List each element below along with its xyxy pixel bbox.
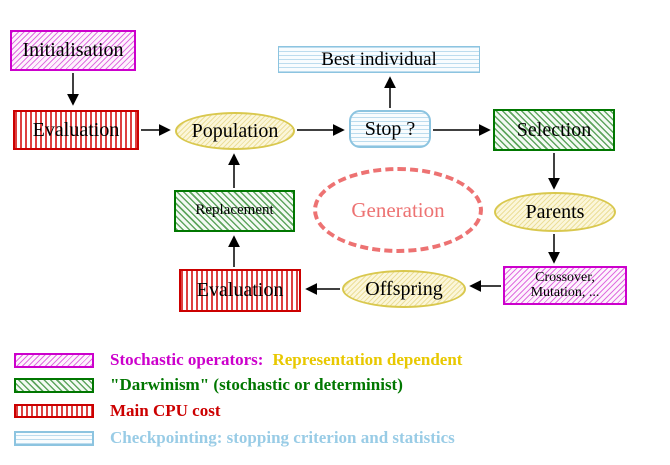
legend-row-cpu: Main CPU cost [14, 401, 221, 420]
node-replacement: Replacement [174, 190, 295, 232]
node-stop: Stop ? [349, 110, 431, 148]
legend-label-darwinism: "Darwinism" (stochastic or determinist) [110, 375, 403, 394]
node-initialisation: Initialisation [10, 30, 136, 71]
generation-loop-ellipse: Generation [313, 167, 483, 253]
node-best-individual: Best individual [278, 46, 480, 73]
node-parents-label: Parents [525, 200, 585, 223]
node-parents: Parents [494, 192, 616, 232]
node-evaluation-top: Evaluation [13, 110, 139, 150]
node-crossover-mutation: Crossover, Mutation, ... [503, 266, 627, 305]
legend-swatch-cpu [14, 404, 94, 418]
node-evaluation-bottom: Evaluation [179, 269, 301, 312]
legend-label-checkpointing: Checkpointing: stopping criterion and st… [110, 428, 455, 447]
node-replacement-label: Replacement [195, 202, 274, 219]
legend-row-darwinism: "Darwinism" (stochastic or determinist) [14, 375, 403, 394]
node-evaluation-bottom-label: Evaluation [196, 279, 284, 301]
node-initialisation-label: Initialisation [22, 39, 124, 61]
node-offspring: Offspring [342, 270, 466, 308]
legend-swatch-stochastic [14, 352, 94, 368]
legend-row-stochastic: Stochastic operators: Representation dep… [14, 350, 463, 369]
legend-row-checkpointing: Checkpointing: stopping criterion and st… [14, 428, 455, 447]
node-crossover-line1: Crossover, [535, 269, 595, 285]
legend-swatch-checkpointing [14, 430, 94, 446]
node-population: Population [175, 112, 295, 150]
legend-label-stochastic: Stochastic operators: [110, 350, 264, 369]
node-offspring-label: Offspring [365, 277, 443, 300]
node-best-individual-label: Best individual [321, 48, 437, 70]
generation-label: Generation [351, 197, 445, 222]
legend-label-cpu: Main CPU cost [110, 401, 221, 420]
legend-label-representation: Representation dependent [272, 350, 463, 369]
node-selection: Selection [493, 109, 615, 151]
node-stop-label: Stop ? [364, 117, 416, 140]
node-evaluation-top-label: Evaluation [32, 118, 120, 141]
node-crossover-line2: Mutation, ... [530, 284, 600, 300]
legend-swatch-darwinism [14, 377, 94, 393]
node-selection-label: Selection [516, 118, 592, 141]
node-population-label: Population [191, 119, 279, 142]
